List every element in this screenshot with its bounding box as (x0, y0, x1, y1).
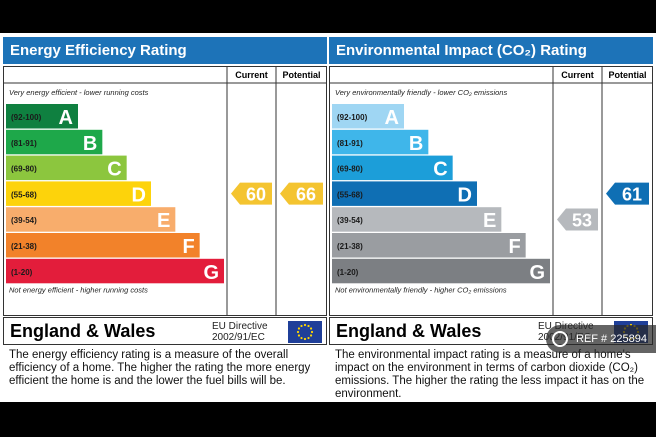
reference-number: REF # 225894 (576, 333, 647, 345)
band-b (6, 129, 103, 155)
camera-icon (552, 331, 568, 347)
column-header-current: Current (235, 70, 268, 80)
band-d (6, 181, 151, 206)
band-a (6, 104, 78, 129)
band-e (332, 207, 502, 232)
epc-graph: Energy Efficiency Rating Current Potentia… (0, 33, 656, 402)
band-letter-a: A (59, 107, 73, 129)
band-range-e: (39-54) (337, 216, 363, 225)
band-range-g: (1-20) (11, 268, 33, 277)
current-rating-value: 53 (572, 210, 592, 230)
band-g (6, 258, 224, 284)
energy-rating-chart: Current Potential Very energy efficient - … (3, 66, 327, 316)
top-note: Very energy efficient - lower running co… (9, 88, 149, 97)
environmental-rating-chart: Current Potential Very environmentally fri… (329, 66, 653, 316)
eu-star (307, 324, 310, 328)
environmental-description: The environmental impact rating is a mea… (335, 349, 645, 400)
eu-star (309, 327, 313, 330)
band-range-d: (55-68) (11, 190, 37, 199)
top-note: Very environmentally friendly - lower CO… (335, 88, 507, 97)
band-letter-b: B (83, 133, 97, 155)
band-range-c: (69-80) (337, 165, 363, 174)
eu-flag-icon (288, 321, 322, 343)
energy-efficiency-panel: Energy Efficiency Rating Current Potentia… (3, 37, 327, 402)
bottom-note: Not energy efficient - higher running co… (9, 286, 148, 295)
eu-star (310, 330, 314, 334)
eu-star (300, 336, 303, 340)
band-letter-a: A (385, 107, 399, 129)
band-f (6, 233, 200, 258)
band-range-b: (81-91) (11, 139, 37, 148)
band-letter-b: B (409, 133, 423, 155)
band-range-f: (21-38) (11, 242, 37, 251)
eu-star (303, 337, 307, 341)
potential-rating-arrow (280, 182, 323, 205)
band-c (6, 155, 127, 181)
band-letter-e: E (157, 210, 170, 232)
column-header-potential: Potential (282, 70, 320, 80)
column-header-potential: Potential (608, 70, 646, 80)
band-range-g: (1-20) (337, 268, 359, 277)
eu-star (307, 336, 310, 340)
band-range-b: (81-91) (337, 139, 363, 148)
band-range-d: (55-68) (337, 190, 363, 199)
band-range-f: (21-38) (337, 242, 363, 251)
band-b (332, 129, 429, 155)
eu-star (296, 330, 300, 334)
energy-title: Energy Efficiency Rating (3, 37, 327, 64)
band-letter-c: C (107, 159, 121, 181)
current-rating-value: 60 (246, 185, 266, 205)
eu-star (297, 334, 301, 337)
environmental-impact-panel: Environmental Impact (CO₂) Rating Curren… (329, 37, 653, 402)
potential-rating-value: 66 (296, 185, 316, 205)
band-letter-f: F (182, 236, 194, 258)
band-letter-g: G (203, 262, 219, 284)
eu-star (300, 324, 303, 328)
reference-watermark: REF # 225894 (546, 325, 656, 353)
energy-region-label: England & Wales (10, 321, 156, 341)
eu-star (303, 323, 307, 327)
potential-rating-arrow (606, 182, 649, 205)
eu-star (309, 334, 313, 337)
band-e (6, 207, 176, 232)
energy-eu-directive: EU Directive 2002/91/EC (212, 321, 268, 343)
band-letter-e: E (483, 210, 496, 232)
band-letter-d: D (458, 184, 472, 206)
band-c (332, 155, 453, 181)
band-letter-f: F (508, 236, 520, 258)
band-range-a: (92-100) (11, 113, 42, 122)
eu-star (297, 327, 301, 330)
bottom-note: Not environmentally friendly - higher CO… (335, 286, 507, 295)
band-letter-g: G (529, 262, 545, 284)
band-letter-d: D (132, 184, 146, 206)
environmental-title: Environmental Impact (CO₂) Rating (329, 37, 653, 64)
potential-rating-value: 61 (622, 185, 642, 205)
band-range-c: (69-80) (11, 165, 37, 174)
energy-footer: England & Wales EU Directive 2002/91/EC (3, 317, 327, 345)
energy-description: The energy efficiency rating is a measur… (9, 349, 311, 387)
band-range-a: (92-100) (337, 113, 368, 122)
band-range-e: (39-54) (11, 216, 37, 225)
current-rating-arrow (231, 182, 272, 205)
band-d (332, 181, 477, 206)
band-letter-c: C (433, 159, 447, 181)
current-rating-arrow (557, 208, 598, 231)
band-g (332, 258, 550, 284)
column-header-current: Current (561, 70, 594, 80)
environmental-region-label: England & Wales (336, 321, 482, 341)
band-f (332, 233, 526, 258)
band-a (332, 104, 404, 129)
